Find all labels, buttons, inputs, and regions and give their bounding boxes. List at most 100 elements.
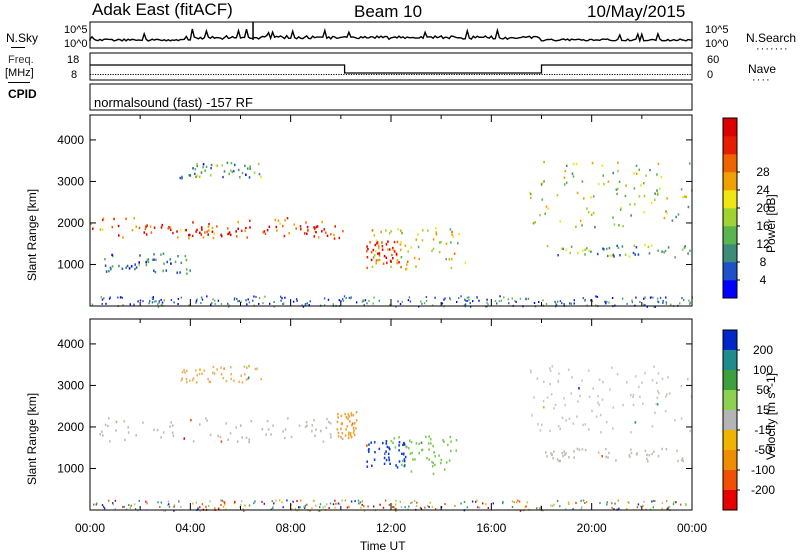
cell [398,261,400,264]
cell [401,300,403,303]
cell [665,301,667,304]
cell [323,297,326,300]
cell [244,373,246,376]
cell [410,246,412,249]
cell [478,506,481,509]
cell [468,296,470,299]
cell [346,506,349,509]
cell [581,224,583,227]
cell [333,237,336,240]
cell [653,365,655,368]
cell [605,420,608,424]
cell [131,229,134,232]
cell [155,300,157,303]
cell [270,433,272,436]
cell [590,213,593,216]
cell [389,462,391,465]
cell [599,502,601,505]
cell [385,243,388,246]
cell [622,403,624,407]
cell [248,438,250,441]
cell [668,392,671,395]
cell [452,235,454,238]
cell [476,499,478,502]
cell [565,419,567,422]
cell [588,395,591,398]
cell [646,453,648,457]
cell [304,303,307,306]
cell [575,162,578,166]
cell [148,302,150,305]
cell [683,246,686,249]
cell [395,499,397,502]
cell [373,458,376,461]
cell [565,452,567,455]
cell [559,300,562,303]
cell [263,502,265,505]
cell [682,460,684,463]
cell [415,442,418,445]
cell [262,231,265,234]
cell [435,227,437,230]
cell [315,504,317,507]
cell [409,452,412,455]
cell [192,167,194,170]
cell [371,464,373,467]
cell [537,423,539,426]
cell [568,503,570,505]
cell [328,507,330,509]
cell [626,302,628,305]
colorbar-tick-label: -15 [754,423,772,437]
cell [125,266,127,269]
cell [222,377,225,380]
cell [425,296,428,298]
cell [166,260,168,264]
cell [448,459,451,462]
cell [440,461,442,465]
cell [367,248,369,251]
cell [485,503,487,506]
cell [661,502,664,505]
cell [366,250,368,253]
cell [281,501,283,504]
cell [129,507,131,509]
cell [235,426,237,429]
cell [418,452,420,455]
cell [332,503,335,506]
cell [425,300,428,302]
cell [413,256,416,260]
cell [580,499,582,502]
cell [109,440,111,443]
cell [203,369,205,372]
cell [250,420,253,423]
cell [605,447,607,451]
cell [99,228,102,231]
cell [516,501,518,504]
colorbar-segment [723,430,737,451]
cell [643,500,645,503]
cell [205,505,207,508]
cell [195,369,197,372]
cell [233,297,236,300]
cell [188,233,191,237]
cell [195,301,197,304]
cell [612,171,614,175]
cell [420,441,423,444]
noise-tick-top-right: 10^5 [705,24,729,36]
cell [198,372,201,376]
cell [173,504,176,507]
cell [405,268,407,271]
cell [608,451,610,455]
cell [149,225,152,228]
cell [200,302,202,304]
colorbar-tick-label: 16 [756,219,770,233]
cell [662,301,664,304]
cell [433,451,435,454]
cell [350,414,353,417]
cell [102,505,105,508]
cell [612,427,614,430]
cell [464,303,467,306]
cell [275,225,278,229]
cell [366,245,368,248]
